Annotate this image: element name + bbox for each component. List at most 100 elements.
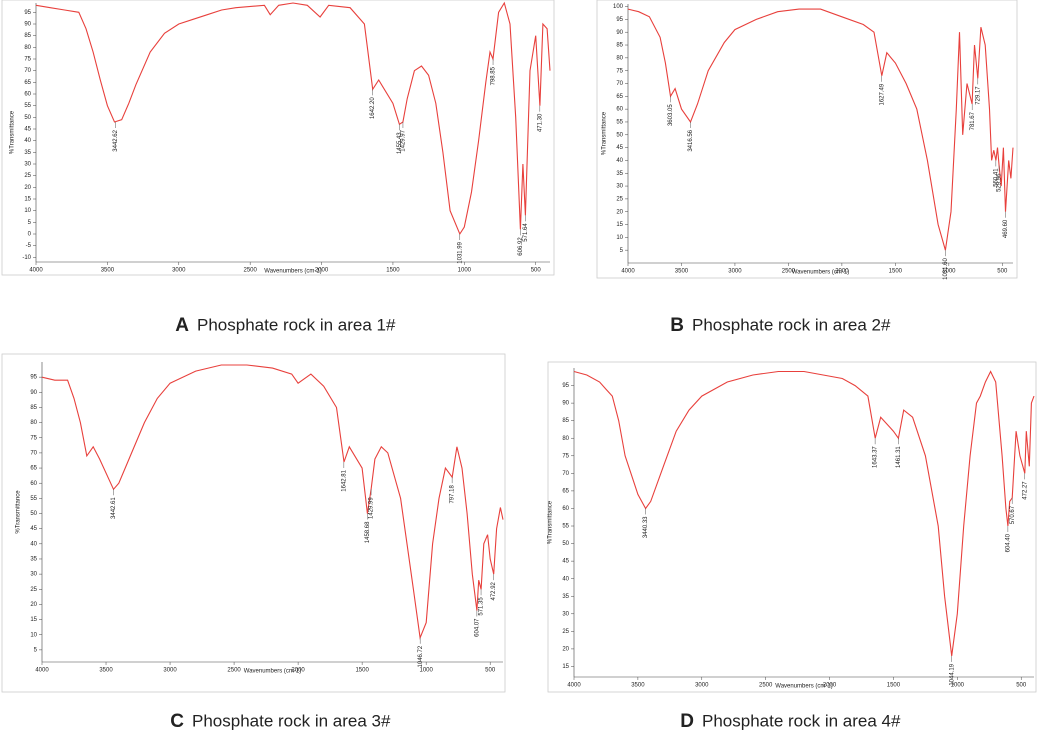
panel-caption: Phosphate rock in area 3#: [192, 711, 391, 730]
x-tick-label: 500: [485, 668, 496, 674]
panel-caption: Phosphate rock in area 4#: [702, 711, 901, 730]
peak-label: 781.67: [970, 111, 976, 130]
panel-frame: [1, 353, 506, 693]
x-axis-title: Wavenumbers (cm-1): [775, 684, 832, 690]
spectrum-line: [41, 364, 504, 640]
peak-label: 3440.33: [643, 516, 649, 538]
y-tick-label: 50: [24, 115, 31, 121]
y-tick-label: 10: [30, 632, 37, 638]
peak-label: 560.41: [993, 168, 999, 187]
panel-frame: [596, 0, 1018, 279]
panel: 5 10 15 20 25 30 35 40 45 50 55 60 65 70 75 80 85 90 95 400…: [1, 353, 506, 732]
peak-label: 797.18: [450, 484, 456, 503]
peak-label: 571.64: [523, 223, 529, 242]
x-tick-label: 2500: [227, 668, 241, 674]
spectrum-line: [627, 8, 1014, 251]
peak-label: 529.96: [997, 173, 1003, 192]
y-tick-label: 60: [616, 107, 623, 113]
panel-caption: Phosphate rock in area 1#: [197, 315, 396, 334]
y-tick-label: 45: [562, 559, 569, 565]
y-tick-label: 15: [30, 617, 37, 623]
panel-letter: C: [170, 711, 184, 732]
y-tick-label: 25: [30, 587, 37, 593]
y-tick-label: 10: [24, 208, 31, 214]
x-axis-title: Wavenumbers (cm-1): [264, 269, 321, 275]
x-tick-label: 2500: [243, 268, 257, 274]
peak-label: 3442.62: [113, 129, 119, 151]
x-tick-label: 2000: [315, 268, 329, 274]
peak-label: 472.92: [491, 581, 497, 600]
panel: 15 20 25 30 35 40 45 50 55 60 65 70 75 80 85 90 95 4000 35…: [548, 361, 1037, 732]
y-tick-label: 40: [562, 576, 569, 582]
y-tick-label: 75: [616, 68, 623, 74]
y-tick-label: 75: [30, 435, 37, 441]
y-tick-label: 100: [613, 4, 624, 10]
y-tick-label: 55: [562, 524, 569, 530]
y-tick-label: 35: [24, 150, 31, 156]
panel-letter: D: [680, 711, 694, 732]
y-tick-label: 55: [24, 103, 31, 109]
x-tick-label: 2000: [291, 668, 305, 674]
y-tick-label: 20: [616, 209, 623, 215]
x-tick-label: 4000: [35, 668, 49, 674]
y-tick-label: 65: [30, 466, 37, 472]
x-tick-label: 3500: [101, 268, 115, 274]
x-tick-label: 500: [531, 268, 542, 274]
peak-label: 1046.72: [418, 645, 424, 667]
peak-label: 471.30: [537, 113, 543, 132]
y-tick-label: 80: [24, 45, 31, 51]
peak-label: 571.35: [479, 597, 485, 616]
x-tick-label: 1500: [386, 268, 400, 274]
y-tick-label: 75: [562, 453, 569, 459]
y-tick-label: 65: [562, 488, 569, 494]
y-axis-title: %Transmittance: [602, 111, 608, 155]
y-axis-title: %Transmittance: [548, 500, 554, 544]
y-tick-label: 70: [616, 81, 623, 87]
y-tick-label: 35: [30, 557, 37, 563]
y-tick-label: 35: [616, 171, 623, 177]
y-tick-label: -10: [22, 255, 31, 261]
x-tick-label: 3000: [695, 683, 709, 689]
x-axis-title: Wavenumbers (cm-1): [792, 270, 849, 276]
x-tick-label: 1500: [887, 683, 901, 689]
y-axis-title: %Transmittance: [10, 110, 16, 154]
y-tick-label: 25: [562, 629, 569, 635]
y-tick-label: 70: [562, 471, 569, 477]
peak-label: 798.85: [491, 66, 497, 85]
y-tick-label: 50: [30, 511, 37, 517]
y-tick-label: -5: [26, 243, 32, 249]
x-tick-label: 4000: [567, 683, 581, 689]
y-tick-label: 80: [30, 420, 37, 426]
y-tick-label: 65: [616, 94, 623, 100]
y-tick-label: 15: [616, 222, 623, 228]
y-tick-label: 65: [24, 80, 31, 86]
x-tick-label: 3500: [631, 683, 645, 689]
peak-label: 1429.99: [369, 497, 375, 519]
y-tick-label: 95: [616, 17, 623, 23]
peak-label: 1429.97: [401, 129, 407, 151]
y-tick-label: 90: [24, 22, 31, 28]
y-tick-label: 60: [30, 481, 37, 487]
panel-caption: Phosphate rock in area 2#: [692, 315, 891, 334]
y-tick-label: 30: [30, 572, 37, 578]
peak-label: 1627.49: [879, 83, 885, 105]
x-tick-label: 2000: [835, 269, 849, 275]
x-tick-label: 3500: [675, 269, 689, 275]
y-tick-label: 80: [616, 55, 623, 61]
x-tick-label: 4000: [621, 269, 635, 275]
peak-label: 1458.68: [365, 521, 371, 543]
y-tick-label: 15: [562, 664, 569, 670]
y-tick-label: 80: [562, 436, 569, 442]
y-tick-label: 30: [24, 162, 31, 168]
x-tick-label: 3500: [99, 668, 113, 674]
y-tick-label: 90: [616, 30, 623, 36]
y-tick-label: 25: [24, 173, 31, 179]
peak-label: 729.17: [975, 86, 981, 105]
y-tick-label: 95: [30, 375, 37, 381]
x-tick-label: 2500: [782, 269, 796, 275]
y-tick-label: 50: [616, 132, 623, 138]
peak-label: 604.40: [1005, 533, 1011, 552]
y-tick-label: 45: [30, 526, 37, 532]
peak-label: 472.27: [1022, 481, 1028, 500]
